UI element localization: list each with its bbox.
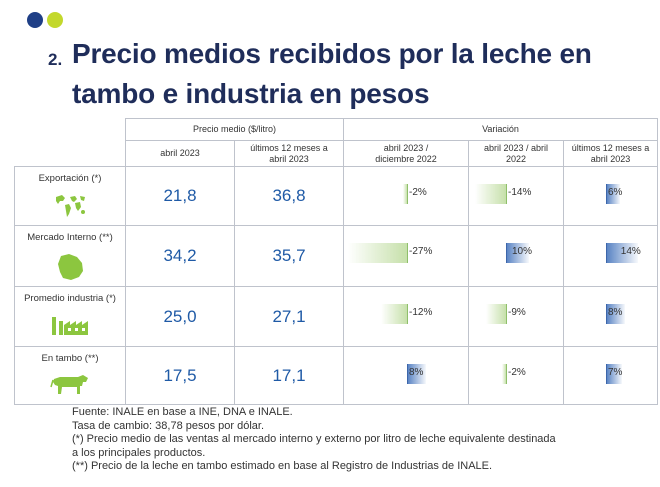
world-map-icon xyxy=(15,193,125,219)
col-header-var-abril: abril 2023 / abril 2022 xyxy=(468,140,564,167)
price-table: Precio medio ($/litro) Variación abril 2… xyxy=(14,118,658,405)
variation-cell: 6% xyxy=(563,166,658,226)
title-line-2: tambo e industria en pesos xyxy=(72,78,430,109)
variation-cell: -12% xyxy=(343,286,469,347)
variation-value: 6% xyxy=(608,187,623,198)
variation-cell: 8% xyxy=(563,286,658,347)
row-label: Mercado Interno (**) xyxy=(27,232,113,243)
variation-value: 10% xyxy=(512,246,533,257)
col-header-ultimos-12: últimos 12 meses a abril 2023 xyxy=(234,140,344,167)
footnote-note-1-cont: a los principales productos. xyxy=(72,446,206,459)
footnote-exchange-rate: Tasa de cambio: 38,78 pesos por dólar. xyxy=(72,419,265,432)
variation-bar xyxy=(402,184,408,204)
col-header-var-dic: abril 2023 /diciembre 2022 xyxy=(343,140,469,167)
value-ultimos-12: 36,8 xyxy=(234,166,344,226)
green-dot xyxy=(47,12,63,28)
row-label: Exportación (*) xyxy=(38,173,102,184)
table-row: Promedio industria (*) 25,0 27,1 -12% -9… xyxy=(14,286,658,347)
variation-bar xyxy=(606,184,621,204)
variation-bar xyxy=(380,304,408,324)
variation-bar xyxy=(606,304,625,324)
row-label-cell: Promedio industria (*) xyxy=(14,286,126,347)
variation-value: -2% xyxy=(409,187,427,198)
header-variacion: Variación xyxy=(343,118,658,141)
value-abril-2023: 21,8 xyxy=(125,166,235,226)
value-abril-2023: 17,5 xyxy=(125,346,235,405)
row-label-cell: Mercado Interno (**) xyxy=(14,225,126,287)
value-ultimos-12: 35,7 xyxy=(234,225,344,287)
variation-cell: -27% xyxy=(343,225,469,287)
corner-cell xyxy=(14,118,126,167)
variation-value: 14% xyxy=(620,246,641,257)
row-label-cell: En tambo (**) xyxy=(14,346,126,405)
table-row: En tambo (**) 17,5 17,1 8% -2% 7% xyxy=(14,346,658,405)
header-precio-medio: Precio medio ($/litro) xyxy=(125,118,344,141)
variation-value: -12% xyxy=(409,307,433,318)
footnote-source: Fuente: INALE en base a INE, DNA e INALE… xyxy=(72,406,293,418)
variation-value: -9% xyxy=(508,307,526,318)
variation-cell: -9% xyxy=(468,286,564,347)
variation-cell: -2% xyxy=(468,346,564,405)
value-ultimos-12: 17,1 xyxy=(234,346,344,405)
variation-cell: -2% xyxy=(343,166,469,226)
value-ultimos-12: 27,1 xyxy=(234,286,344,347)
decorative-dots xyxy=(27,12,63,28)
variation-value: 8% xyxy=(608,307,623,318)
title-line-1: Precio medios recibidos por la leche en xyxy=(72,38,592,69)
variation-bar xyxy=(501,364,507,384)
variation-value: -14% xyxy=(508,187,532,198)
variation-bar xyxy=(486,304,507,324)
value-abril-2023: 34,2 xyxy=(125,225,235,287)
cow-icon xyxy=(15,373,125,395)
variation-bar xyxy=(606,364,623,384)
value-abril-2023: 25,0 xyxy=(125,286,235,347)
variation-bar xyxy=(606,243,638,263)
variation-value: 8% xyxy=(409,367,424,378)
variation-bar xyxy=(475,184,507,204)
variation-bar xyxy=(347,243,408,263)
variation-cell: 7% xyxy=(563,346,658,405)
table-row: Exportación (*) 21,8 36,8 -2% -14% 6% xyxy=(14,166,658,226)
table-row: Mercado Interno (**) 34,2 35,7 -27% 10% … xyxy=(14,225,658,287)
footnote-note-2: (**) Precio de la leche en tambo estimad… xyxy=(72,460,493,472)
variation-bar xyxy=(506,243,529,263)
variation-value: 7% xyxy=(608,367,623,378)
title-number: 2. xyxy=(48,50,63,69)
variation-value: -27% xyxy=(409,246,433,257)
blue-dot xyxy=(27,12,43,28)
footnotes: Fuente: INALE en base a INE, DNA e INALE… xyxy=(72,406,556,474)
variation-cell: -14% xyxy=(468,166,564,226)
variation-bar xyxy=(407,364,426,384)
footnote-note-1: (*) Precio medio de las ventas al mercad… xyxy=(72,433,556,445)
uruguay-map-icon xyxy=(15,252,125,282)
row-label: En tambo (**) xyxy=(41,353,99,364)
col-header-abril-2023: abril 2023 xyxy=(125,140,235,167)
factory-icon xyxy=(15,313,125,335)
row-label-cell: Exportación (*) xyxy=(14,166,126,226)
variation-cell: 8% xyxy=(343,346,469,405)
col-header-var-12m: últimos 12 meses a abril 2023 xyxy=(563,140,658,167)
variation-value: -2% xyxy=(508,367,526,378)
row-label: Promedio industria (*) xyxy=(24,293,116,304)
variation-cell: 14% xyxy=(563,225,658,287)
variation-cell: 10% xyxy=(468,225,564,287)
